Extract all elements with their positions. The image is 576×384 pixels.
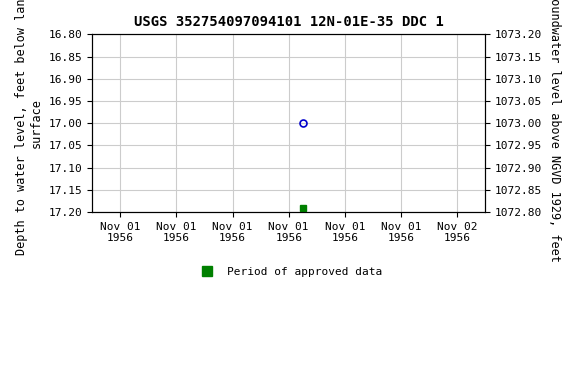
Y-axis label: Depth to water level, feet below land
surface: Depth to water level, feet below land su… — [15, 0, 43, 255]
Y-axis label: Groundwater level above NGVD 1929, feet: Groundwater level above NGVD 1929, feet — [548, 0, 561, 262]
Legend: Period of approved data: Period of approved data — [191, 262, 386, 281]
Title: USGS 352754097094101 12N-01E-35 DDC 1: USGS 352754097094101 12N-01E-35 DDC 1 — [134, 15, 444, 29]
